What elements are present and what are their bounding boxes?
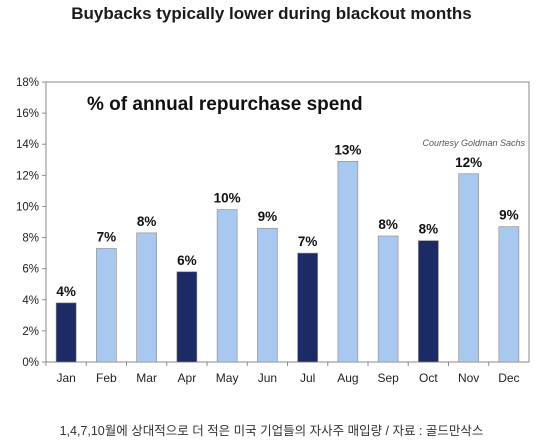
image-caption: 1,4,7,10월에 상대적으로 더 적은 미국 기업들의 자사주 매입량 / … xyxy=(59,424,484,438)
data-label: 6% xyxy=(177,253,197,268)
data-label: 4% xyxy=(56,284,76,299)
y-tick-label: 12% xyxy=(16,170,39,182)
source-note: Courtesy Goldman Sachs xyxy=(422,138,525,148)
data-label: 7% xyxy=(97,229,117,244)
bar-dec xyxy=(498,226,520,363)
data-label: 10% xyxy=(214,191,241,206)
y-tick-label: 4% xyxy=(22,295,39,307)
y-tick-label: 16% xyxy=(16,108,39,120)
data-label: 13% xyxy=(334,142,361,157)
data-label: 7% xyxy=(298,234,318,249)
bar-sep xyxy=(377,235,399,363)
x-tick-label: Apr xyxy=(178,371,197,385)
bar-feb xyxy=(96,248,117,363)
data-label: 8% xyxy=(137,214,157,229)
bar-jul xyxy=(297,252,318,363)
x-tick-label: Jul xyxy=(300,371,315,385)
bar-may xyxy=(216,209,238,363)
bar-apr xyxy=(176,271,198,363)
bar-jan xyxy=(55,302,77,363)
x-tick-label: Sep xyxy=(377,371,399,385)
y-tick-label: 14% xyxy=(16,139,39,151)
chart-title: Buybacks typically lower during blackout… xyxy=(71,4,472,23)
x-tick-label: Dec xyxy=(498,371,519,385)
y-tick-label: 10% xyxy=(16,201,39,213)
plot-area-frame xyxy=(45,81,530,363)
data-label: 9% xyxy=(499,208,519,223)
bar-aug xyxy=(337,161,359,363)
x-tick-label: Jun xyxy=(258,371,277,385)
y-tick-label: 6% xyxy=(22,264,39,276)
chart-subtitle: % of annual repurchase spend xyxy=(87,94,363,115)
bar-mar xyxy=(136,232,157,363)
x-axis: Jan Feb Mar Apr May Jun Jul Aug Sep Oct Nov Dec xyxy=(45,362,520,385)
data-label: 8% xyxy=(419,222,439,237)
x-tick-label: May xyxy=(216,371,239,385)
data-label: 8% xyxy=(378,217,398,232)
x-tick-label: Mar xyxy=(136,371,157,385)
x-tick-label: Jan xyxy=(56,371,75,385)
bar-nov xyxy=(458,173,479,363)
x-tick-label: Aug xyxy=(337,371,358,385)
y-tick-label: 2% xyxy=(22,326,39,338)
bar-oct xyxy=(418,240,439,363)
x-tick-label: Oct xyxy=(419,371,438,385)
data-label: 9% xyxy=(258,209,278,224)
bars: 4% 7% 8% 6% 10% 9% 7% 13% 8% 8% 12% 9% xyxy=(55,142,520,363)
y-tick-label: 8% xyxy=(22,233,39,245)
y-axis: 0% 2% 4% 6% 8% 10% 12% 14% 16% 18% xyxy=(16,77,46,369)
data-label: 12% xyxy=(455,155,482,170)
x-tick-label: Feb xyxy=(96,371,117,385)
y-tick-label: 18% xyxy=(16,77,39,89)
y-tick-label: 0% xyxy=(22,357,39,369)
bar-jun xyxy=(257,227,278,363)
x-tick-label: Nov xyxy=(458,371,479,385)
